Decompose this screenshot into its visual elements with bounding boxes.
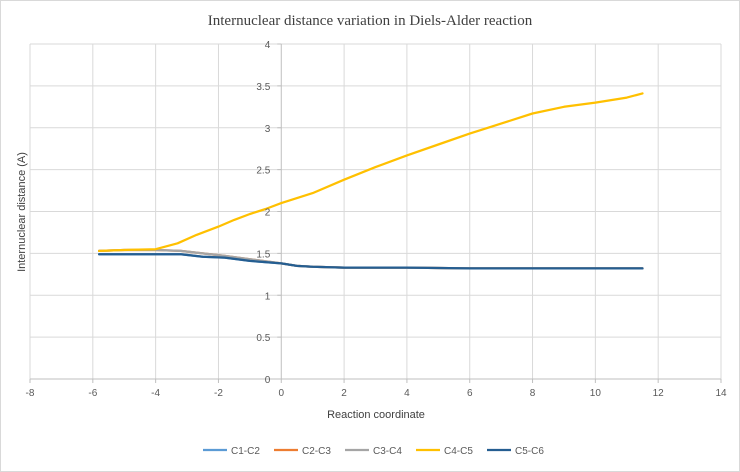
x-tick-label: 0 (278, 388, 284, 399)
x-axis-title: Reaction coordinate (327, 409, 425, 421)
x-tick-label: -8 (26, 388, 35, 399)
series-line-c4-c5 (97, 92, 644, 253)
axes (29, 43, 722, 383)
legend-label-c5-c6: C5-C6 (515, 446, 544, 457)
legend: C1-C2 C2-C3 C3-C4 C4-C5 C5-C6 (203, 446, 544, 457)
y-axis-title: Internuclear distance (A) (16, 152, 28, 272)
x-tick-label: 4 (404, 388, 410, 399)
series-lines (97, 92, 644, 270)
y-tick-label: 3.5 (256, 82, 270, 93)
y-tick-label: 4 (265, 40, 271, 51)
x-tick-label: 12 (653, 388, 665, 399)
series-line-c5-c6 (97, 253, 644, 270)
tick-labels: -8 -6 -4 -2 0 2 4 6 8 10 12 14 0 0.5 1 1.5 2 2.5 3 3.5 4 (26, 40, 727, 399)
legend-label-c3-c4: C3-C4 (373, 446, 402, 457)
legend-label-c1-c2: C1-C2 (231, 446, 260, 457)
y-tick-label: 0.5 (256, 333, 270, 344)
legend-label-c4-c5: C4-C5 (444, 446, 473, 457)
y-tick-label: 1 (265, 291, 271, 302)
y-tick-label: 1.5 (256, 249, 270, 260)
x-tick-label: -2 (214, 388, 223, 399)
y-tick-label: 3 (265, 124, 271, 135)
x-tick-label: 14 (715, 388, 727, 399)
y-tick-label: 2 (265, 208, 271, 219)
y-tick-label: 0 (265, 375, 271, 386)
chart-title: Internuclear distance variation in Diels… (208, 13, 533, 29)
x-tick-label: 8 (530, 388, 536, 399)
x-tick-label: 10 (590, 388, 602, 399)
x-tick-label: -6 (88, 388, 97, 399)
legend-label-c2-c3: C2-C3 (302, 446, 331, 457)
x-tick-label: 6 (467, 388, 473, 399)
x-tick-label: 2 (341, 388, 347, 399)
x-tick-label: -4 (151, 388, 160, 399)
y-tick-label: 2.5 (256, 166, 270, 177)
gridlines (29, 43, 722, 379)
